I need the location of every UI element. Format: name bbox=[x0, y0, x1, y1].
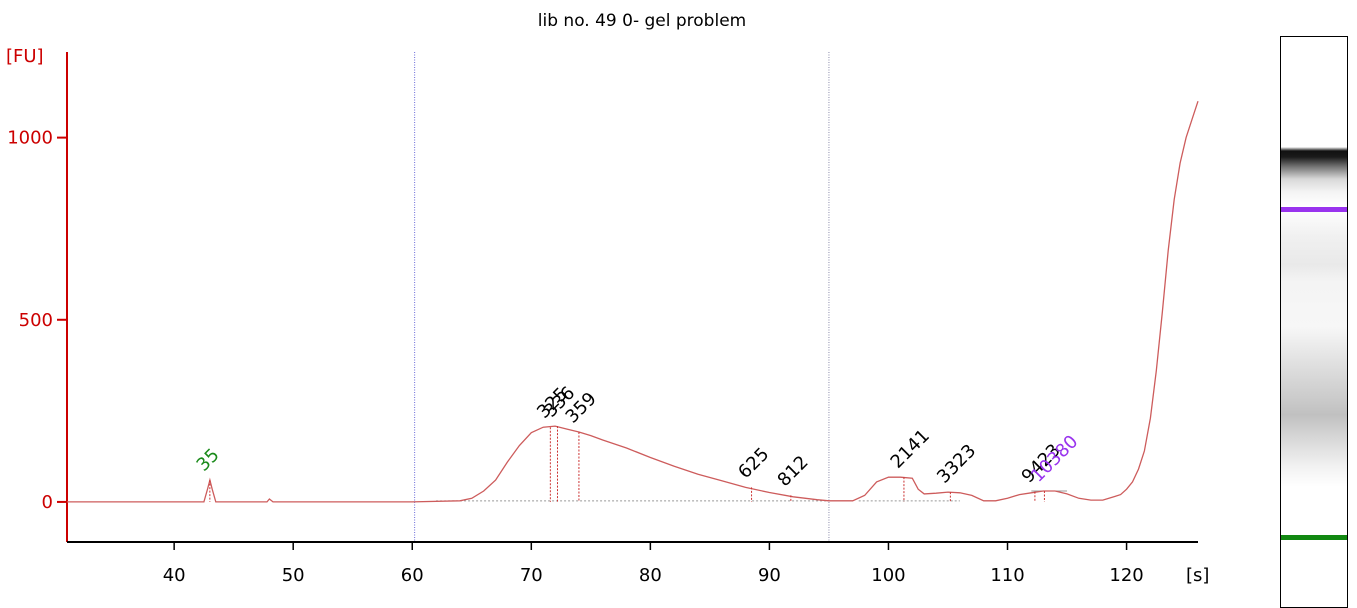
peak-label: 812 bbox=[774, 452, 813, 491]
x-tick-label: 70 bbox=[520, 565, 543, 586]
x-tick-label: 100 bbox=[871, 565, 905, 586]
y-tick-label: 0 bbox=[42, 492, 53, 513]
y-axis-label: [FU] bbox=[6, 46, 44, 67]
x-axis-label: [s] bbox=[1186, 565, 1209, 586]
x-tick-label: 50 bbox=[282, 565, 305, 586]
y-tick-label: 500 bbox=[19, 310, 53, 331]
x-tick-label: 90 bbox=[758, 565, 781, 586]
peak-label: 625 bbox=[734, 444, 773, 483]
x-tick-label: 60 bbox=[401, 565, 424, 586]
x-tick-label: 80 bbox=[639, 565, 662, 586]
peak-label: 3323 bbox=[933, 440, 980, 487]
x-tick-label: 120 bbox=[1109, 565, 1143, 586]
x-tick-label: 40 bbox=[163, 565, 186, 586]
peak-label: 2141 bbox=[887, 425, 934, 472]
peak-label: 35 bbox=[193, 445, 224, 476]
chart-title: lib no. 49 0- gel problem bbox=[538, 11, 746, 31]
gel-lane bbox=[1280, 36, 1348, 608]
trace-line bbox=[67, 100, 1199, 503]
gel-upper-marker-band bbox=[1281, 207, 1347, 212]
x-tick-label: 110 bbox=[990, 565, 1024, 586]
gel-lower-marker-band bbox=[1281, 535, 1347, 540]
y-tick-label: 1000 bbox=[7, 128, 53, 149]
